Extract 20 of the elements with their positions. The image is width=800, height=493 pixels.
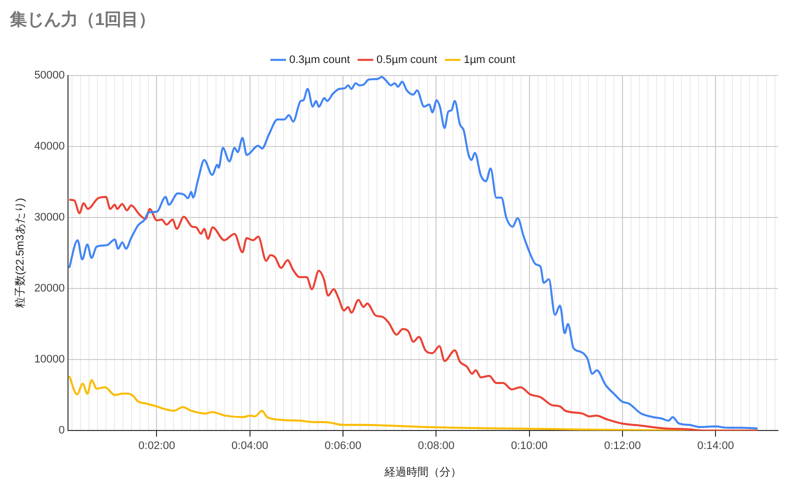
x-tick-label: 0:02:00 (138, 440, 176, 452)
legend-label: 1µm count (464, 54, 516, 66)
legend-label: 0.5µm count (376, 54, 438, 66)
legend-label: 0.3µm count (289, 54, 350, 66)
y-tick-label: 50000 (34, 69, 65, 82)
y-tick-label: 0 (58, 424, 65, 437)
y-tick-label: 30000 (34, 212, 65, 224)
y-tick-label: 10000 (34, 354, 65, 366)
x-tick-label: 0:04:00 (232, 440, 268, 452)
y-axis-title: 粒子数(22.5m3あたり) (14, 198, 27, 308)
x-tick-label: 0:12:00 (604, 440, 641, 452)
chart-title: 集じん力（1回目） (9, 10, 156, 29)
x-tick-label: 0:06:00 (324, 440, 362, 452)
x-axis-title: 経過時間（分） (383, 465, 462, 478)
x-tick-label: 0:08:00 (418, 440, 455, 452)
y-tick-label: 20000 (34, 282, 65, 295)
line-series (68, 196, 759, 431)
y-tick-label: 40000 (34, 140, 65, 152)
x-tick-label: 0:10:00 (510, 440, 548, 452)
x-tick-label: 0:14:00 (697, 440, 734, 452)
